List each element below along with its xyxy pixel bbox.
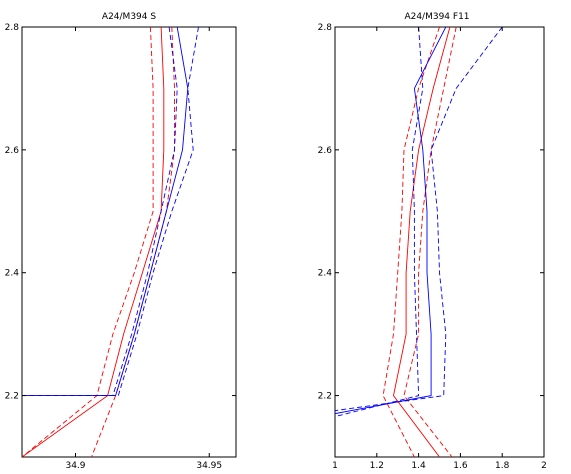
x-tick-label: 1.2 bbox=[370, 461, 384, 471]
series-line-3 bbox=[335, 27, 447, 415]
x-tick-label: 1.6 bbox=[453, 461, 468, 471]
x-tick-label: 1 bbox=[332, 461, 338, 471]
y-tick-label: 2.6 bbox=[318, 146, 333, 156]
series-group bbox=[22, 27, 199, 457]
series-line-3 bbox=[22, 27, 189, 397]
chart-title: A24/M394 F11 bbox=[404, 12, 469, 22]
y-tick-label: 2.8 bbox=[5, 23, 20, 33]
x-tick-label: 1.4 bbox=[411, 461, 426, 471]
series-group bbox=[335, 27, 503, 457]
series-line-5 bbox=[335, 27, 503, 412]
x-tick-label: 1.8 bbox=[495, 461, 510, 471]
series-line-0 bbox=[22, 27, 165, 457]
series-line-5 bbox=[22, 27, 199, 397]
y-tick-label: 2.6 bbox=[5, 146, 20, 156]
y-tick-label: 2.4 bbox=[5, 269, 20, 279]
series-line-2 bbox=[403, 27, 457, 457]
y-tick-label: 2.2 bbox=[5, 392, 19, 402]
series-line-2 bbox=[91, 27, 175, 457]
x-tick-label: 34.95 bbox=[196, 461, 222, 471]
series-line-0 bbox=[393, 27, 451, 457]
x-tick-label: 2 bbox=[541, 461, 547, 471]
x-tick-label: 34.9 bbox=[65, 461, 85, 471]
plot-frame bbox=[21, 26, 237, 458]
series-line-4 bbox=[335, 27, 424, 418]
y-tick-label: 2.4 bbox=[318, 269, 333, 279]
chart-f11: A24/M394 F11 1 1.2 1.4 1.6 1.8 2 2.2 2.4 2.6 2.8 bbox=[318, 12, 547, 471]
chart-salinity: A24/M394 S 34.9 34.95 2.2 2.4 2.6 2.8 bbox=[5, 12, 237, 471]
y-tick-label: 2.8 bbox=[318, 23, 333, 33]
series-line-1 bbox=[22, 27, 154, 457]
series-line-4 bbox=[22, 27, 178, 397]
y-tick-label: 2.2 bbox=[318, 392, 332, 402]
chart-title: A24/M394 S bbox=[102, 12, 156, 22]
plot-frame bbox=[334, 26, 545, 458]
